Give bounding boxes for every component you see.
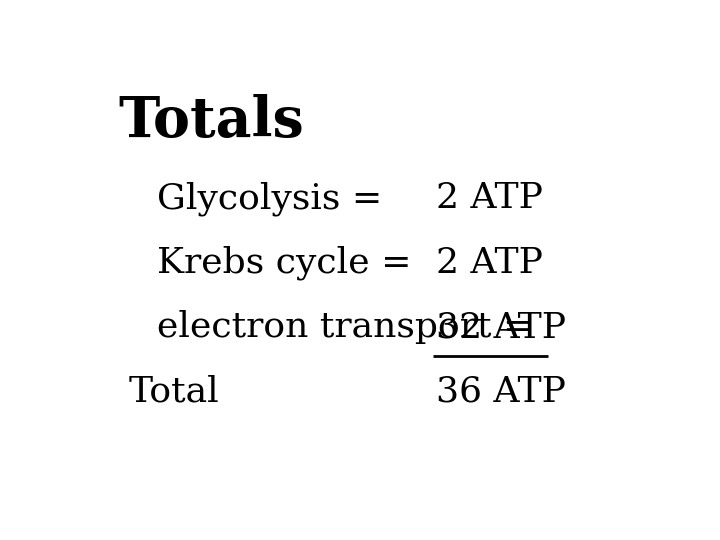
Text: 36 ATP: 36 ATP bbox=[436, 375, 566, 409]
Text: electron transport =: electron transport = bbox=[157, 310, 534, 344]
Text: 2 ATP: 2 ATP bbox=[436, 181, 543, 215]
Text: Glycolysis =: Glycolysis = bbox=[157, 181, 382, 215]
Text: Total: Total bbox=[129, 375, 220, 409]
Text: Totals: Totals bbox=[118, 94, 304, 149]
Text: 2 ATP: 2 ATP bbox=[436, 246, 543, 280]
Text: 32 ATP: 32 ATP bbox=[436, 310, 566, 344]
Text: Krebs cycle =: Krebs cycle = bbox=[157, 246, 411, 280]
